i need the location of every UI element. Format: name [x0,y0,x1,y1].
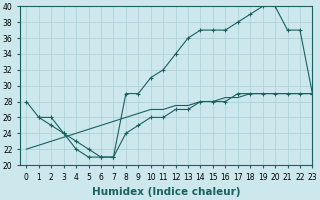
X-axis label: Humidex (Indice chaleur): Humidex (Indice chaleur) [92,187,241,197]
